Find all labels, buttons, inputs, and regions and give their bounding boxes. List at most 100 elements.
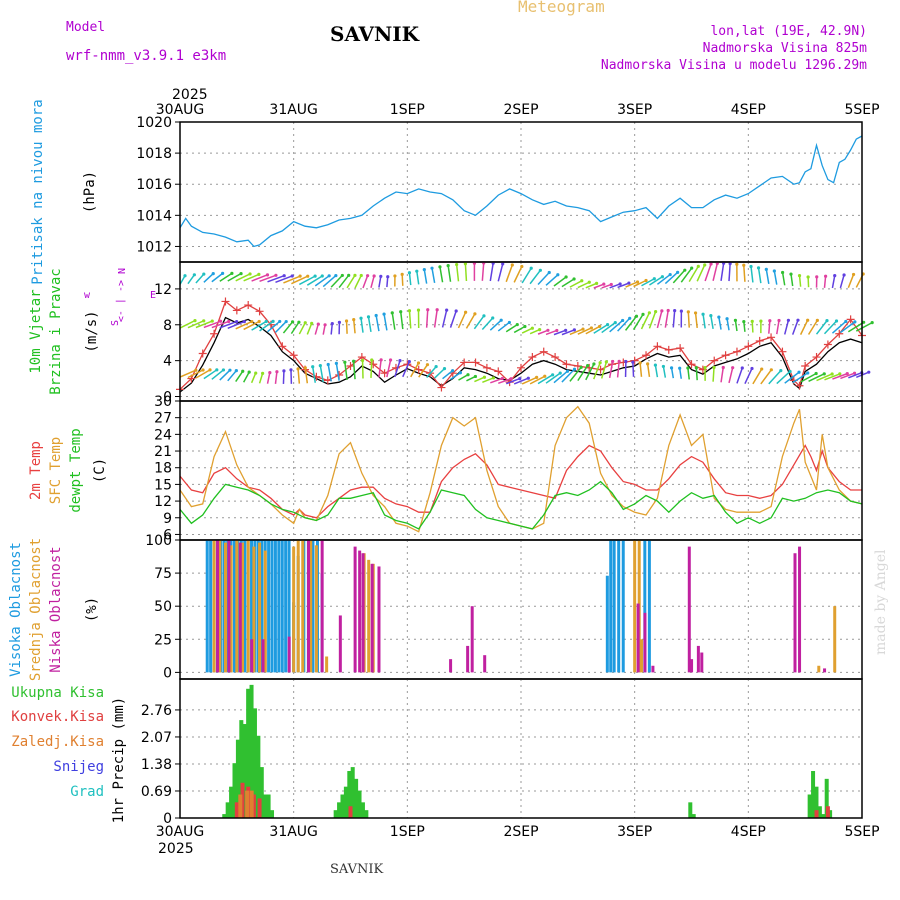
bar-cloud	[338, 615, 342, 673]
wind-arrow	[768, 320, 771, 334]
bar-cloud	[235, 540, 239, 673]
wind-arrow-head	[351, 359, 356, 363]
wind-arrow	[219, 320, 237, 329]
wind-arrow	[235, 273, 251, 282]
wind-arrow-head	[749, 264, 753, 269]
wind-arrow	[425, 309, 429, 328]
wind-arrow-head	[721, 365, 725, 370]
wind-arrow	[513, 377, 529, 385]
bar-precip	[348, 806, 353, 818]
wind-arrow	[720, 263, 725, 281]
wind-arrow-head	[631, 360, 635, 364]
wind-arrow-head	[438, 265, 442, 269]
wind-arrow-head	[686, 366, 690, 370]
wind-arrow-head	[241, 369, 245, 373]
wind-arrow	[848, 372, 863, 379]
y-tick-label: 12	[154, 282, 172, 298]
wind-arrow	[807, 319, 818, 335]
model-name: wrf-nmm_v3.9.1 e3km	[66, 48, 227, 64]
wind-arrow	[235, 370, 244, 382]
gust-marker	[801, 362, 810, 371]
wind-arrow	[529, 269, 541, 285]
wind-arrow-head	[379, 274, 383, 278]
wind-arrow-head	[660, 309, 664, 313]
wind-arrow	[211, 272, 224, 283]
wind-arrow	[687, 311, 690, 328]
wind-arrow-head	[201, 368, 205, 372]
gust-marker	[437, 383, 446, 392]
wind-arrow-head	[624, 359, 628, 364]
axis-series-label: dewpt Temp	[68, 428, 84, 512]
wind-arrow	[465, 313, 476, 329]
gust-marker	[835, 329, 844, 338]
bar-cloud	[229, 545, 233, 673]
gust-marker	[539, 347, 548, 356]
lonlat-label: lon,lat (19E, 42.9N)	[710, 24, 867, 39]
wind-arrow-head	[248, 272, 252, 276]
bar-cloud	[377, 566, 381, 673]
bar-precip	[229, 786, 234, 818]
panel-frame-pressure	[179, 121, 863, 263]
wind-arrow	[306, 323, 313, 335]
wind-arrow	[450, 372, 461, 380]
bar-precip	[249, 790, 254, 818]
wind-arrow-head	[592, 362, 596, 366]
axis-series-label: Srednja Oblacnost	[28, 538, 44, 681]
wind-arrow	[327, 364, 332, 382]
wind-arrow	[187, 274, 195, 285]
y-tick-label: 15	[154, 477, 172, 493]
wind-arrow-head	[628, 316, 632, 320]
wind-arrow-head	[296, 367, 300, 371]
wind-arrow	[298, 322, 306, 335]
bar-precip	[343, 786, 348, 818]
wind-arrow	[529, 375, 546, 385]
x-tick-label-top: 30AUG	[156, 102, 205, 118]
wind-arrow	[798, 275, 802, 287]
gust-marker	[278, 342, 287, 351]
bar-cloud	[277, 540, 281, 673]
year-label-bottom: 2025	[158, 841, 194, 857]
wind-arrow	[648, 311, 657, 329]
y-tick-label: 21	[154, 444, 172, 460]
legend-label: Zaledj.Kisa	[11, 734, 104, 750]
wind-arrow-head	[316, 322, 320, 326]
bar-cloud	[617, 540, 621, 673]
wind-arrow-head	[491, 376, 496, 380]
bar-precip	[252, 708, 257, 818]
wind-arrow	[354, 275, 362, 289]
wind-arrow-head	[215, 368, 219, 372]
bar-cloud	[823, 668, 827, 673]
wind-arrow-head	[673, 309, 677, 313]
wind-arrow	[751, 321, 754, 333]
wind-arrow	[561, 368, 575, 383]
wind-arrow-head	[310, 321, 314, 325]
bar-cloud	[793, 553, 797, 673]
x-tick-label-top: 31AUG	[269, 102, 318, 118]
wind-arrow	[720, 367, 724, 383]
wind-arrow	[243, 273, 260, 282]
bar-cloud	[320, 540, 324, 673]
wind-arrow-head	[366, 315, 371, 319]
wind-arrow-head	[466, 373, 470, 377]
axis-series-label: 10m Vjetar	[28, 289, 44, 373]
bar-cloud	[817, 665, 821, 673]
wind-arrow	[449, 310, 457, 328]
wind-arrow-head	[703, 365, 707, 370]
wind-arrow-head	[234, 369, 238, 373]
gust-marker	[687, 360, 696, 369]
bar-precip	[814, 786, 819, 818]
wind-arrow	[473, 315, 485, 330]
wind-arrow-head	[661, 364, 665, 369]
bar-cloud	[798, 546, 802, 673]
wind-arrow-head	[686, 310, 690, 314]
wind-arrow-head	[337, 320, 342, 324]
wind-arrow	[773, 270, 778, 285]
wind-arrow-head	[509, 377, 513, 381]
y-tick-label: 0	[163, 665, 172, 681]
bar-cloud	[639, 639, 643, 673]
wind-arrow	[696, 264, 706, 282]
wind-arrow-head	[666, 308, 670, 313]
wind-arrow	[402, 361, 411, 378]
wind-arrow-head	[621, 318, 625, 323]
wind-arrow-head	[425, 363, 430, 367]
